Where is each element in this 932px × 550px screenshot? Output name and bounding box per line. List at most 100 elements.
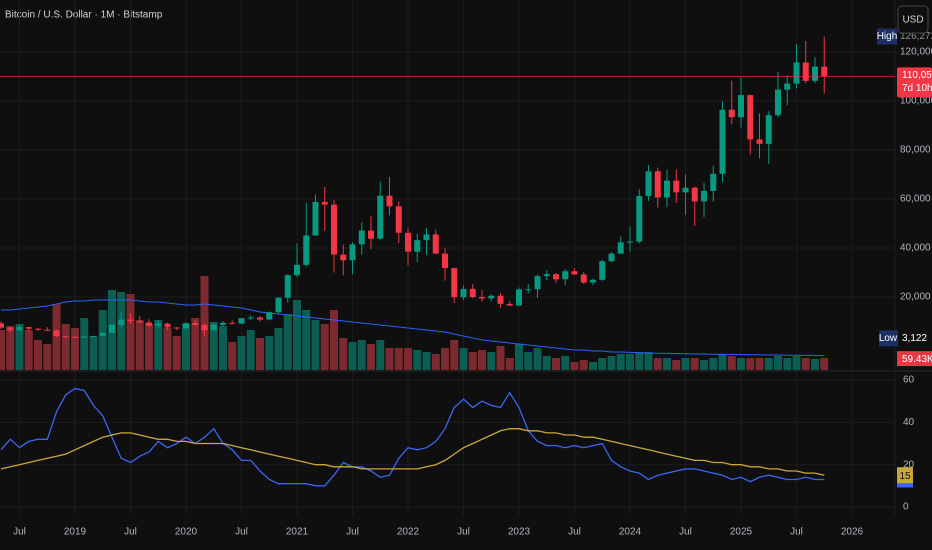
candle-body xyxy=(201,325,208,331)
candle-body xyxy=(627,241,633,243)
volume-bar xyxy=(487,352,496,370)
volume-bar xyxy=(182,324,190,370)
candle-body xyxy=(747,95,754,140)
volume-bar xyxy=(237,336,246,370)
candle-body xyxy=(164,323,171,328)
candle-body xyxy=(118,319,125,325)
currency-button[interactable] xyxy=(897,5,929,34)
candle-body xyxy=(386,195,393,207)
candle-body xyxy=(608,253,615,262)
volume-bar xyxy=(293,300,301,370)
y-tick-label: 40,000 xyxy=(900,243,931,254)
volume-bar xyxy=(24,330,33,370)
candle-body xyxy=(53,330,60,337)
candle-body xyxy=(525,289,532,291)
candle-body xyxy=(719,109,726,174)
volume-bar xyxy=(746,358,755,370)
candle-body xyxy=(294,264,300,276)
candle-body xyxy=(44,329,51,331)
volume-bar xyxy=(505,358,514,370)
candle-body xyxy=(127,319,134,322)
candle-body xyxy=(247,317,254,319)
candle-body xyxy=(710,173,717,191)
volume-bar xyxy=(635,352,644,370)
candle-body xyxy=(72,336,78,338)
y-tick-label: 60,000 xyxy=(900,194,931,205)
candle-body xyxy=(210,324,217,331)
indicator-line xyxy=(0,428,825,476)
volume-bar xyxy=(385,348,394,370)
volume-bar xyxy=(755,358,764,370)
volume-bar xyxy=(653,358,662,370)
x-tick-label: 2019 xyxy=(64,527,87,538)
currency-label[interactable]: USD xyxy=(902,15,923,26)
volume-bar xyxy=(154,320,163,370)
candle-body xyxy=(229,322,236,324)
candle-body xyxy=(479,296,485,299)
volume-bar xyxy=(135,320,144,370)
x-tick-label: Jul xyxy=(457,527,470,538)
volume-bar xyxy=(339,338,348,370)
candle-body xyxy=(802,62,809,81)
x-tick-label: Jul xyxy=(235,527,248,538)
x-tick-label: Jul xyxy=(790,527,803,538)
volume-bar xyxy=(172,336,181,370)
x-tick-label: Jul xyxy=(679,527,692,538)
volume-bar xyxy=(441,348,449,370)
volume-bar xyxy=(330,310,338,370)
volume-bar xyxy=(681,358,690,370)
candle-body xyxy=(312,201,319,236)
candle-body xyxy=(636,196,643,242)
volume-bar xyxy=(450,340,459,370)
volume-bar xyxy=(228,342,237,370)
volume-bar xyxy=(404,348,412,370)
candle-body xyxy=(469,288,476,297)
x-tick-label: Jul xyxy=(568,527,581,538)
volume-bar xyxy=(561,356,570,370)
candle-body xyxy=(645,171,652,197)
volume-bar xyxy=(376,340,385,370)
volume-bar xyxy=(256,338,264,370)
volume-bar xyxy=(811,359,819,370)
candle-body xyxy=(109,324,115,333)
price-badge xyxy=(897,67,932,98)
volume-bar xyxy=(43,344,52,370)
volume-bar xyxy=(89,336,98,370)
candle-body xyxy=(590,279,596,283)
volume-bar xyxy=(357,340,366,370)
indicator-badge xyxy=(897,467,913,484)
candle-body xyxy=(534,276,541,290)
candle-body xyxy=(321,201,328,205)
volume-bar xyxy=(542,356,551,370)
volume-bar xyxy=(320,324,329,370)
volume-bar xyxy=(663,358,671,370)
volume-bar xyxy=(774,356,782,370)
candle-body xyxy=(506,303,513,306)
candle-body xyxy=(617,242,624,254)
y-tick-label: 60 xyxy=(903,375,915,386)
candle-body xyxy=(728,109,735,118)
volume-bar xyxy=(626,354,634,370)
volume-bar xyxy=(98,310,107,370)
y-tick-label: 20 xyxy=(903,459,915,470)
x-tick-label: 2021 xyxy=(286,527,309,538)
candle-body xyxy=(220,322,226,325)
candle-body xyxy=(793,62,800,84)
volume-bar xyxy=(764,358,773,370)
candle-body xyxy=(543,274,550,277)
volume-bar xyxy=(200,276,209,370)
volume-bar xyxy=(6,326,15,370)
candle-body xyxy=(423,234,430,241)
y-tick-label: 0 xyxy=(903,502,909,513)
candle-body xyxy=(183,323,189,329)
candle-body xyxy=(451,268,458,298)
candle-body xyxy=(303,235,310,265)
low-label: Low xyxy=(879,333,898,344)
candle-body xyxy=(35,328,41,330)
candle-body xyxy=(238,318,245,324)
y-tick-label: 120,000 xyxy=(900,47,932,58)
volume-bar xyxy=(145,324,153,370)
volume-bar xyxy=(71,328,79,370)
